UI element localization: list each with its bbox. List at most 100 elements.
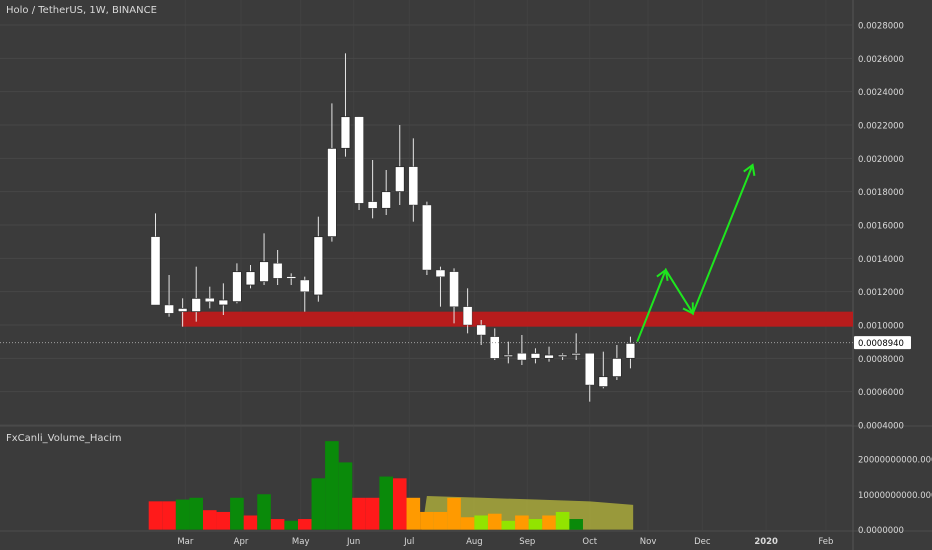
candle-body [313,236,324,296]
candle-body [422,204,432,271]
candle-body [449,271,459,307]
volume-bar [297,519,312,530]
candle-body [598,376,609,388]
candle [449,268,459,324]
time-tick-label: Oct [582,537,597,547]
candle-body [476,324,486,336]
time-tick-label: Aug [466,537,483,547]
candle [245,265,256,289]
candle-body [490,336,500,359]
candle [232,263,242,304]
candle [313,216,324,302]
price-tick-label: 0.0018000 [858,188,904,198]
candle-body [218,299,229,306]
volume-bar [311,478,326,530]
volume-bar [175,499,190,530]
candle-body [150,236,161,306]
volume-tick-label: 10000000000.0000000 [858,491,932,501]
candle-body [259,261,269,283]
axes-layer: 0.0028000 0.0026000 0.0024000 0.0022000 0.00… [177,22,932,548]
volume-bar [162,501,176,530]
candle-body [571,352,582,356]
volume-bar [270,519,285,530]
candle-body [517,353,527,361]
time-tick-label: Mar [177,537,194,547]
time-tick-label: Feb [818,537,833,547]
volume-bar [379,476,393,530]
candle [530,348,541,364]
candle [517,335,527,365]
volume-bar [338,462,353,530]
candle-body [544,354,554,359]
current-price-label: 0.0008940 [858,339,904,349]
candle [367,160,378,219]
volume-bar [230,497,244,530]
volume-bar [148,501,163,530]
candle [354,116,364,210]
candle [611,345,622,380]
volume-bar [202,510,217,530]
candle [422,201,432,275]
candle [218,283,229,315]
candle [571,333,582,360]
candle [164,275,174,317]
candle [462,288,473,334]
candle-body [286,276,296,279]
candle [408,138,419,222]
candle [177,298,188,327]
price-tick-label: 0.0006000 [858,388,904,398]
volume-bar [433,511,448,530]
candle [381,170,392,215]
candle-body [245,271,256,286]
price-tick-label: 0.0026000 [858,55,904,65]
time-tick-label: Apr [234,537,249,547]
volume-bar [487,513,502,530]
volume-bar [325,441,339,530]
candle [300,276,310,312]
volume-bar [284,520,298,530]
candle [435,266,446,307]
candle [598,351,609,389]
resistance-zone [181,311,853,327]
volume-bar [216,511,231,530]
candle-body [611,357,622,378]
candle [585,353,595,402]
price-tick-label: 0.0024000 [858,88,904,98]
candle-body [625,342,636,359]
time-tick-label: Jun [346,537,360,547]
candle-body [585,353,595,386]
volume-bar [243,515,258,530]
projection-arrow-layer [0,163,853,344]
symbol-title: Holo / TetherUS, 1W, BINANCE [6,5,157,16]
candle [476,320,486,345]
price-tick-label: 0.0008000 [858,355,904,365]
candle [490,328,500,360]
candle [150,213,161,306]
candle-body [381,191,392,209]
resistance-zone-layer [181,311,853,327]
candle [259,233,269,285]
projection-arrow-head [743,163,756,177]
volume-bar [501,520,516,530]
time-tick-label: Dec [694,537,711,547]
candle-body [367,201,378,209]
price-tick-label: 0.0020000 [858,155,904,165]
price-tick-label: 0.0004000 [858,422,904,432]
volume-bar [555,511,570,530]
candle [544,346,554,362]
candle-body [164,304,174,314]
volume-bar [515,515,529,530]
price-tick-label: 0.0012000 [858,288,904,298]
candle [625,336,636,369]
candle-body [394,166,405,193]
candle [191,266,202,322]
current-price-badge [854,336,911,350]
candle-body [435,269,446,277]
candle [340,53,351,157]
candle-body [327,147,337,238]
volume-bar [257,494,271,530]
time-tick-label: May [292,537,310,547]
candle-body [408,166,419,206]
volume-bar [528,519,543,530]
